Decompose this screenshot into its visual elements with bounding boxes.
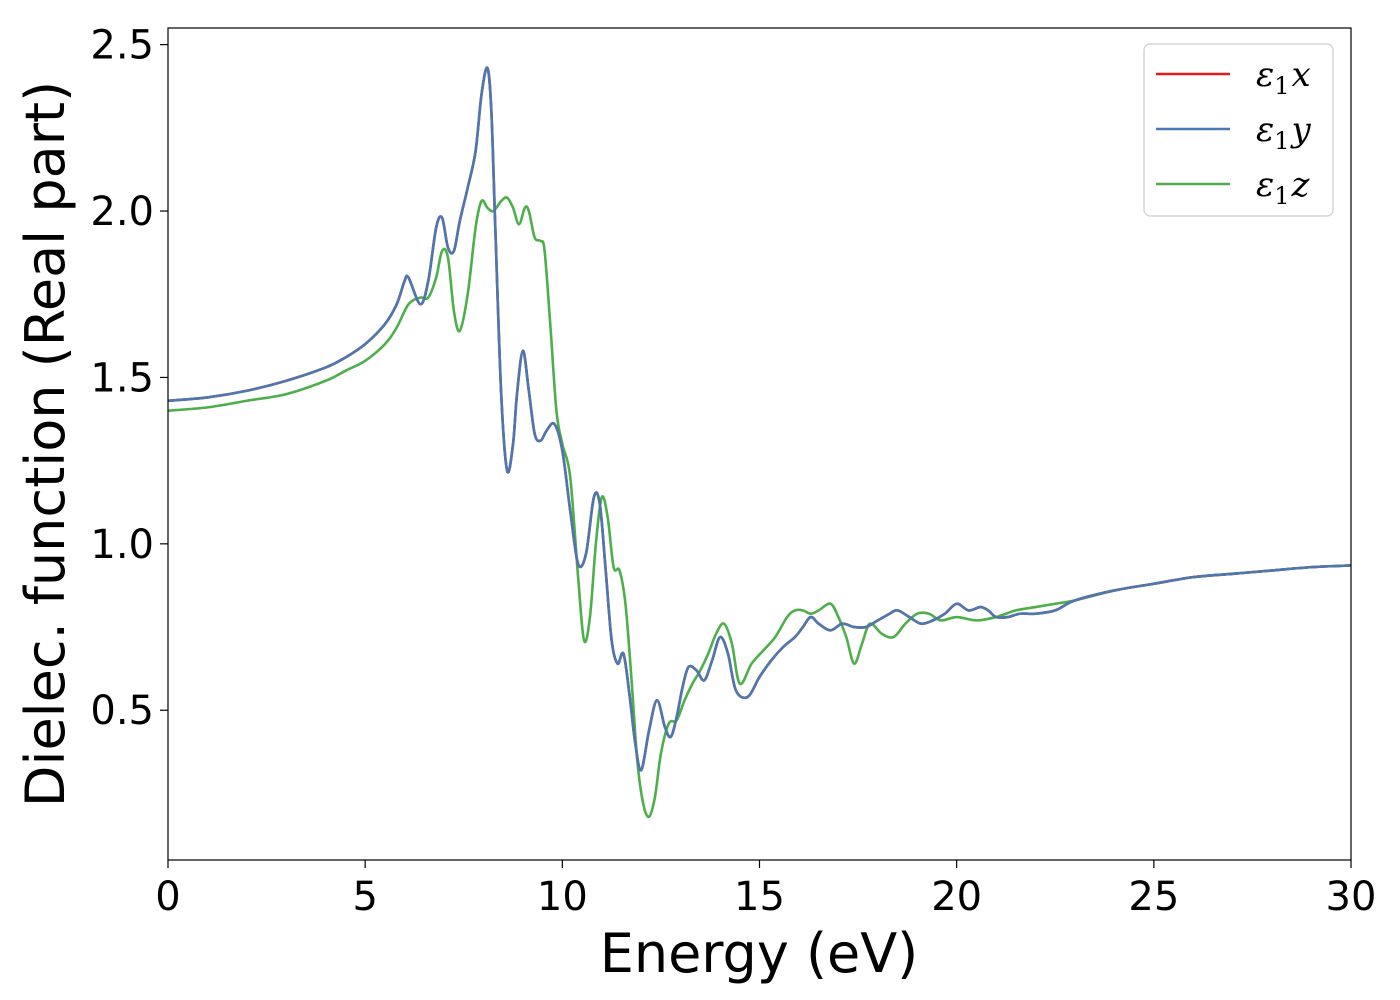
legend-box (1143, 43, 1334, 217)
legend: ε1x ε1y ε1z (1143, 43, 1334, 217)
legend-label-x: ε1x (1256, 55, 1311, 100)
y-tick-label: 1.5 (90, 355, 154, 401)
series-line-z (168, 196, 1351, 819)
series-layer (168, 66, 1351, 819)
x-tick-label: 15 (734, 874, 785, 920)
x-tick-label: 5 (352, 874, 377, 920)
x-tick-label: 10 (537, 874, 588, 920)
x-tick-label: 30 (1326, 874, 1377, 920)
x-axis: 0 5 10 15 20 25 30 (155, 860, 1376, 920)
x-tick-label: 25 (1128, 874, 1179, 920)
x-tick-label: 20 (931, 874, 982, 920)
y-axis-label: Dielec. function (Real part) (14, 81, 77, 807)
y-tick-label: 0.5 (90, 688, 154, 734)
y-tick-label: 1.0 (90, 522, 154, 568)
legend-label-y: ε1y (1256, 110, 1312, 155)
series-line-y (168, 66, 1351, 772)
legend-label-z: ε1z (1256, 165, 1311, 210)
x-tick-label: 0 (155, 874, 180, 920)
y-tick-label: 2.5 (90, 23, 154, 69)
y-tick-label: 2.0 (90, 189, 154, 235)
x-axis-label: Energy (eV) (600, 922, 919, 985)
y-axis: 0.5 1.0 1.5 2.0 2.5 (90, 23, 168, 734)
